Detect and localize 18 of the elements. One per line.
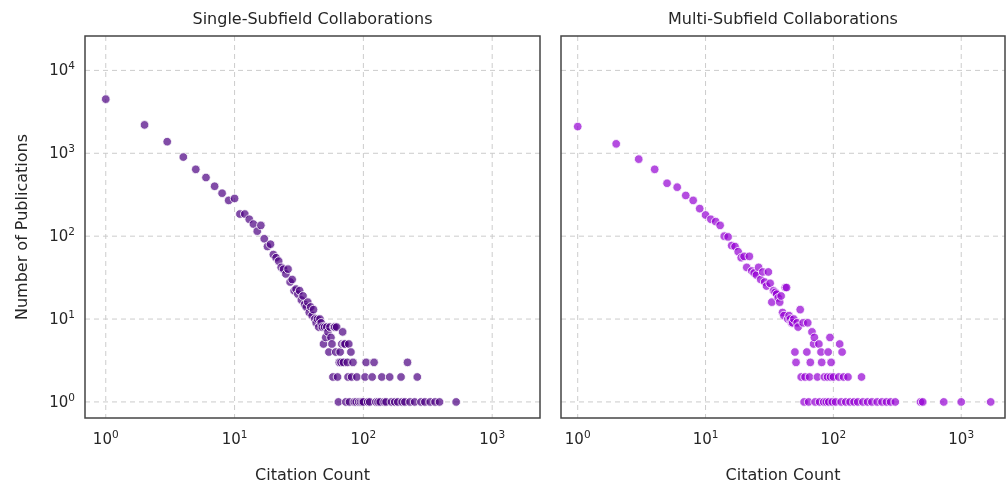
- x-tick-label: 10$^{3}$: [479, 428, 506, 448]
- x-tick-label: 10$^{1}$: [692, 428, 719, 448]
- x-tick-label: 10$^{0}$: [564, 428, 591, 448]
- y-tick-label: 10$^{2}$: [49, 225, 75, 246]
- y-tick-label: 10$^{3}$: [49, 142, 75, 163]
- x-tick-label: 10$^{1}$: [221, 428, 248, 448]
- y-axis-title: Number of Publications: [12, 133, 31, 321]
- x-tick-label: 10$^{3}$: [948, 428, 975, 448]
- x-axis-title: Citation Count: [255, 465, 370, 484]
- x-tick-label: 10$^{2}$: [820, 428, 847, 448]
- chart-title: Single-Subfield Collaborations: [192, 9, 433, 28]
- x-tick-label: 10$^{0}$: [92, 428, 119, 448]
- y-tick-label: 10$^{0}$: [49, 390, 75, 411]
- y-tick-label: 10$^{1}$: [49, 308, 75, 329]
- chart-title: Multi-Subfield Collaborations: [668, 9, 898, 28]
- x-axis-title: Citation Count: [725, 465, 841, 484]
- x-tick-label: 10$^{2}$: [350, 428, 377, 448]
- y-tick-label: 10$^{4}$: [49, 59, 76, 80]
